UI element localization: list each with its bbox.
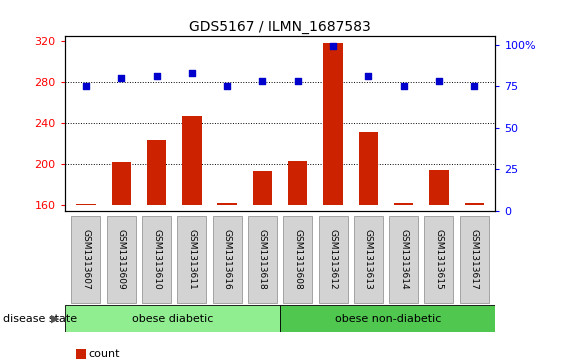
Bar (147, 140, 166, 205)
Bar (394, 203, 413, 205)
Bar (142, 216, 171, 303)
Text: GSM1313611: GSM1313611 (187, 229, 196, 290)
Bar (107, 216, 136, 303)
Bar (464, 203, 484, 205)
Text: disease state: disease state (3, 314, 77, 323)
Text: count: count (88, 349, 120, 359)
Text: GSM1313617: GSM1313617 (470, 229, 479, 290)
Bar (253, 171, 272, 205)
Text: obese non-diabetic: obese non-diabetic (334, 314, 441, 323)
Text: GSM1313609: GSM1313609 (117, 229, 126, 290)
Text: GSM1313613: GSM1313613 (364, 229, 373, 290)
Point (258, 78, 267, 84)
Point (117, 75, 126, 81)
Bar (280, 305, 495, 332)
Point (187, 70, 196, 76)
Text: GSM1313615: GSM1313615 (435, 229, 444, 290)
Point (222, 83, 231, 89)
Point (435, 78, 444, 84)
Bar (323, 44, 343, 205)
Bar (429, 170, 449, 205)
Bar (65, 305, 280, 332)
Text: ▶: ▶ (51, 314, 59, 323)
Bar (111, 162, 131, 205)
Point (470, 83, 479, 89)
Bar (177, 216, 206, 303)
Bar (76, 204, 96, 205)
Text: obese diabetic: obese diabetic (132, 314, 213, 323)
Text: GSM1313610: GSM1313610 (152, 229, 161, 290)
Text: GSM1313607: GSM1313607 (82, 229, 91, 290)
Bar (288, 161, 307, 205)
Bar (389, 216, 418, 303)
Text: GSM1313618: GSM1313618 (258, 229, 267, 290)
Bar (359, 132, 378, 205)
Bar (182, 116, 202, 205)
Bar (248, 216, 277, 303)
Point (399, 83, 408, 89)
Point (329, 43, 338, 49)
Bar (213, 216, 242, 303)
Bar (283, 216, 312, 303)
Text: GSM1313614: GSM1313614 (399, 229, 408, 290)
Bar (354, 216, 383, 303)
Bar (460, 216, 489, 303)
Text: GSM1313612: GSM1313612 (329, 229, 338, 290)
Point (364, 73, 373, 79)
Text: GSM1313616: GSM1313616 (222, 229, 231, 290)
Bar (319, 216, 347, 303)
Point (152, 73, 161, 79)
Text: GSM1313608: GSM1313608 (293, 229, 302, 290)
Point (293, 78, 302, 84)
Bar (425, 216, 453, 303)
Bar (217, 203, 237, 205)
Title: GDS5167 / ILMN_1687583: GDS5167 / ILMN_1687583 (189, 20, 371, 34)
Bar (72, 216, 100, 303)
Point (82, 83, 91, 89)
